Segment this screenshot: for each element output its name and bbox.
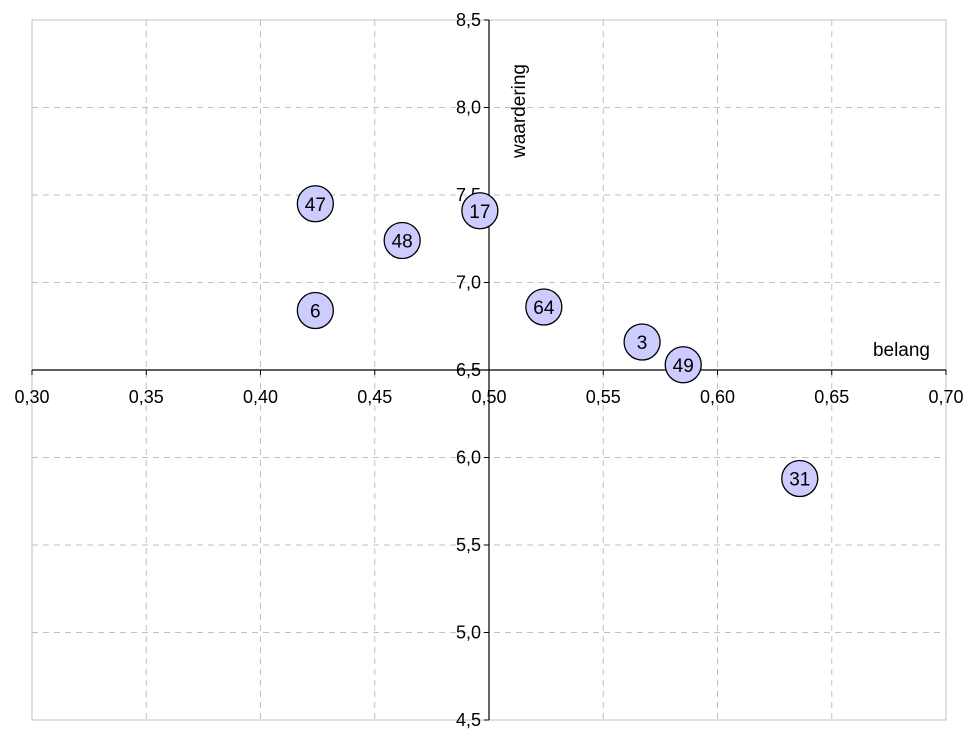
y-tick-label: 6,0 bbox=[456, 448, 481, 468]
y-tick-label: 8,5 bbox=[456, 10, 481, 30]
data-point: 64 bbox=[525, 288, 563, 326]
x-tick-label: 0,50 bbox=[471, 387, 506, 407]
x-axis-title: belang bbox=[873, 340, 930, 361]
x-tick-label: 0,30 bbox=[14, 387, 49, 407]
data-point-label: 17 bbox=[469, 202, 490, 223]
data-point: 6 bbox=[296, 291, 334, 330]
data-point-marker bbox=[296, 185, 334, 223]
data-point-label: 47 bbox=[305, 195, 326, 216]
data-point-marker bbox=[781, 459, 819, 498]
data-point-label: 48 bbox=[392, 232, 413, 253]
data-point-label: 6 bbox=[310, 302, 321, 323]
data-point-marker bbox=[383, 221, 421, 260]
data-point-marker bbox=[461, 192, 499, 230]
axes bbox=[31, 19, 947, 721]
data-point-label: 64 bbox=[533, 298, 555, 319]
x-tick-label: 0,40 bbox=[243, 387, 278, 407]
data-point-label: 31 bbox=[789, 470, 810, 491]
data-point: 17 bbox=[461, 192, 499, 230]
x-tick-label: 0,55 bbox=[586, 387, 621, 407]
y-axis-title: waardering bbox=[509, 64, 530, 159]
y-tick-label: 8,0 bbox=[456, 98, 481, 118]
data-point: 31 bbox=[781, 459, 819, 498]
data-point-marker bbox=[664, 346, 702, 384]
data-point-label: 3 bbox=[637, 333, 648, 354]
data-point-marker bbox=[623, 323, 661, 361]
data-point-label: 49 bbox=[673, 356, 694, 377]
x-tick-label: 0,35 bbox=[129, 387, 164, 407]
x-tick-labels: 0,30 0,35 0,40 0,45 0,50 0,55 0,60 0,65 0,70 bbox=[14, 387, 963, 407]
x-tick-label: 0,65 bbox=[814, 387, 849, 407]
data-point: 48 bbox=[383, 221, 421, 260]
data-point-marker bbox=[525, 288, 563, 326]
x-tick-label: 0,45 bbox=[357, 387, 392, 407]
y-tick-label: 5,0 bbox=[456, 623, 481, 643]
data-point: 49 bbox=[664, 346, 702, 384]
y-tick-label: 5,5 bbox=[456, 535, 481, 555]
y-tick-label: 7,0 bbox=[456, 273, 481, 293]
x-tick-label: 0,60 bbox=[700, 387, 735, 407]
data-points: 47 17 48 6 64 3 49 31 bbox=[296, 185, 819, 498]
y-tick-label: 6,5 bbox=[456, 360, 481, 380]
y-tick-labels: 4,55,05,56,06,57,07,58,08,5 bbox=[456, 10, 481, 729]
data-point: 3 bbox=[623, 323, 661, 361]
data-point-marker bbox=[296, 291, 334, 330]
data-point: 47 bbox=[296, 185, 334, 223]
x-tick-label: 0,70 bbox=[928, 387, 963, 407]
y-tick-label: 4,5 bbox=[456, 710, 481, 729]
